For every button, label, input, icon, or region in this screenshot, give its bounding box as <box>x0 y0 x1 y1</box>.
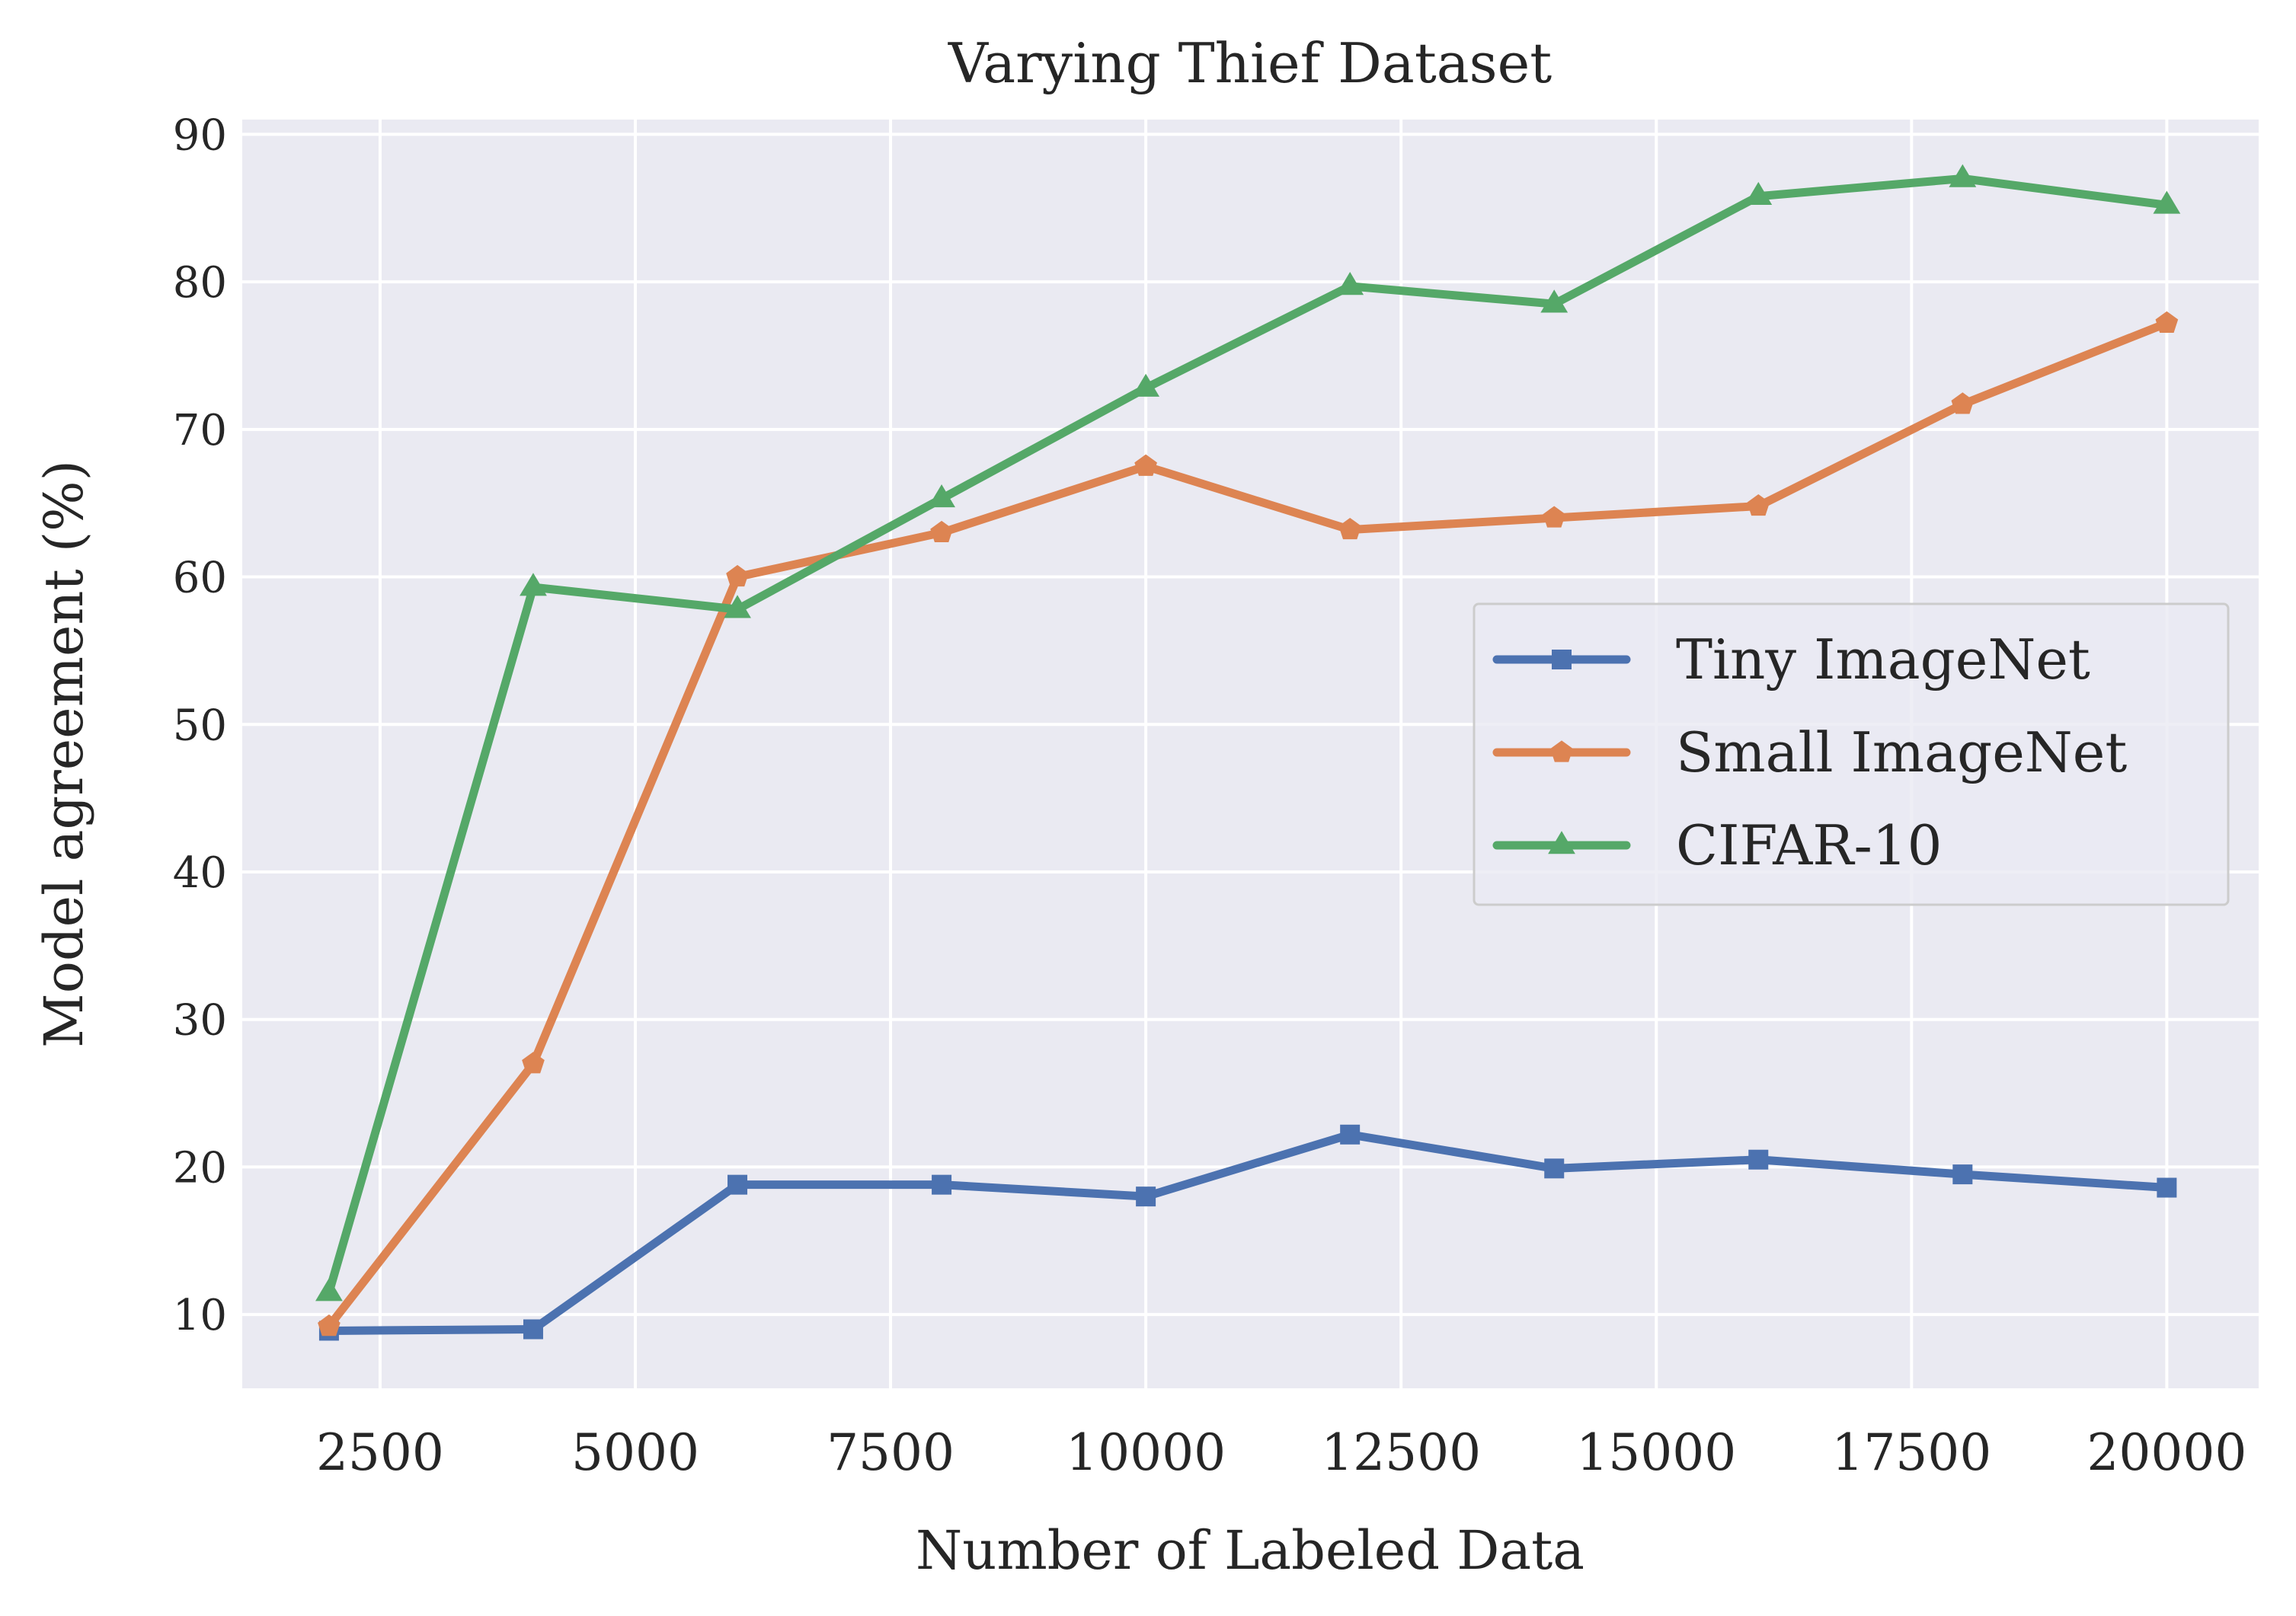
data-point <box>1747 493 1770 516</box>
y-tick-label: 90 <box>173 110 227 160</box>
x-tick-label: 7500 <box>827 1423 955 1482</box>
data-point <box>928 484 955 508</box>
data-point <box>726 564 749 587</box>
data-point <box>520 573 547 596</box>
data-point <box>727 1174 748 1195</box>
data-point <box>1949 164 1977 187</box>
x-tick-label: 12500 <box>1321 1423 1481 1482</box>
data-point <box>1744 181 1773 206</box>
data-point <box>1340 1124 1361 1145</box>
data-point <box>1132 373 1160 397</box>
legend-label: Tiny ImageNet <box>1676 628 2090 691</box>
legend: Tiny ImageNet Small ImageNet CIFAR-10 <box>1473 602 2230 906</box>
series-lines <box>315 164 2181 1341</box>
data-point <box>1134 454 1157 476</box>
series-small-imagenet <box>318 311 2179 1337</box>
data-point <box>1748 1149 1769 1170</box>
y-tick-labels: 10 20 30 40 50 60 70 80 90 <box>173 110 227 1340</box>
y-tick-label: 40 <box>173 848 227 898</box>
data-point <box>2153 190 2181 214</box>
data-point <box>1136 1186 1156 1207</box>
y-tick-label: 80 <box>173 258 227 308</box>
y-tick-label: 10 <box>173 1291 227 1340</box>
data-point <box>1544 1158 1565 1179</box>
series-cifar-10 <box>315 164 2181 1301</box>
series-line <box>325 174 2171 1297</box>
series-line <box>325 1130 2171 1335</box>
data-point <box>2155 311 2179 333</box>
data-point <box>315 1278 343 1301</box>
data-point <box>1540 289 1569 313</box>
data-point <box>724 595 751 618</box>
legend-marker <box>1548 831 1575 854</box>
data-point <box>930 520 953 543</box>
data-point <box>1338 517 1362 540</box>
x-tick-label: 17500 <box>1831 1423 1991 1482</box>
legend-label: CIFAR-10 <box>1676 813 1942 877</box>
legend-entry: Small ImageNet <box>1492 720 2127 784</box>
x-tick-label: 2500 <box>316 1423 444 1482</box>
x-tick-label: 20000 <box>2087 1423 2246 1482</box>
y-tick-label: 30 <box>173 996 227 1046</box>
data-point <box>523 1319 543 1340</box>
y-tick-label: 60 <box>173 554 227 603</box>
x-tick-labels: 2500 5000 7500 10000 12500 15000 17500 20000 <box>316 1423 2246 1482</box>
legend-items: Tiny ImageNet Small ImageNet CIFAR-10 <box>1492 628 2127 877</box>
data-point <box>1952 1164 1973 1185</box>
x-tick-label: 5000 <box>571 1423 699 1482</box>
x-tick-label: 15000 <box>1576 1423 1736 1482</box>
data-point <box>1336 272 1364 295</box>
x-axis-label: Number of Labeled Data <box>916 1519 1584 1582</box>
data-point <box>932 1174 952 1195</box>
legend-box <box>1473 602 2230 906</box>
data-point <box>522 1052 545 1074</box>
y-tick-label: 70 <box>173 406 227 455</box>
x-tick-label: 10000 <box>1066 1423 1226 1482</box>
data-point <box>2157 1177 2177 1198</box>
y-tick-label: 50 <box>173 701 227 750</box>
y-axis-label: Model agreement (%) <box>33 460 95 1048</box>
legend-entry: CIFAR-10 <box>1492 813 1942 877</box>
data-point <box>318 1314 341 1337</box>
data-point <box>1951 392 1975 414</box>
series-tiny-imagenet <box>318 1124 2177 1341</box>
series-line <box>325 318 2171 1331</box>
legend-label: Small ImageNet <box>1676 720 2127 784</box>
legend-marker <box>1552 650 1572 669</box>
y-tick-label: 20 <box>173 1143 227 1193</box>
legend-entry: Tiny ImageNet <box>1492 628 2090 691</box>
chart-title: Varying Thief Dataset <box>948 31 1552 95</box>
data-point <box>1543 506 1566 528</box>
legend-marker <box>1550 740 1573 762</box>
